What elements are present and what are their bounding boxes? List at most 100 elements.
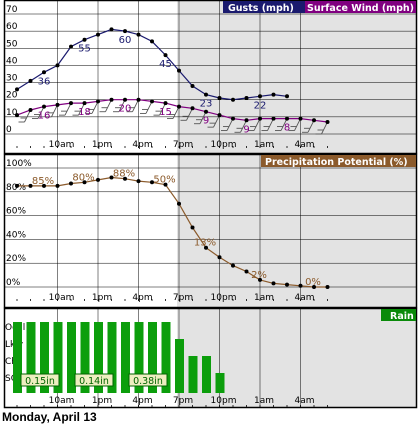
data-point bbox=[150, 180, 154, 185]
data-point bbox=[285, 94, 289, 99]
y-tick-label: 100% bbox=[6, 159, 32, 169]
wind-barb bbox=[159, 102, 166, 116]
y-tick-label: 0 bbox=[6, 125, 12, 135]
x-tick-label: 10pm bbox=[211, 140, 237, 150]
data-point bbox=[231, 263, 235, 268]
data-point bbox=[123, 176, 127, 181]
wind-barb bbox=[24, 109, 31, 123]
data-point bbox=[285, 116, 289, 121]
panel-border-1 bbox=[3, 0, 418, 155]
data-point bbox=[136, 97, 141, 102]
data-point bbox=[136, 179, 141, 184]
wind-barb bbox=[91, 101, 99, 114]
data-point bbox=[28, 78, 33, 83]
x-tick-label: 4pm bbox=[132, 140, 152, 150]
data-point bbox=[177, 201, 181, 206]
legend-rain: Rain bbox=[390, 311, 414, 322]
gust-data-label: 60 bbox=[119, 35, 132, 46]
wind-barb bbox=[78, 102, 85, 116]
wind-data-label: 16 bbox=[38, 111, 51, 122]
precip-data-label: 80% bbox=[72, 172, 94, 183]
rain-amount-label: 0.14in bbox=[79, 376, 109, 387]
wind-barb bbox=[172, 106, 180, 119]
data-point bbox=[325, 120, 330, 124]
legend-surface-wind: Surface Wind (mph) bbox=[307, 3, 414, 14]
data-point bbox=[204, 245, 208, 250]
data-point bbox=[42, 183, 46, 188]
data-point bbox=[15, 87, 19, 92]
wind-barb bbox=[64, 102, 72, 116]
rain-bar bbox=[26, 322, 36, 393]
data-point bbox=[298, 283, 303, 288]
data-point bbox=[96, 177, 100, 182]
gust-data-label: 45 bbox=[159, 59, 172, 70]
wind-barb bbox=[321, 121, 328, 135]
data-point bbox=[123, 97, 127, 102]
wind-barb bbox=[145, 101, 153, 114]
data-point bbox=[244, 118, 249, 123]
data-point bbox=[231, 116, 235, 121]
rain-bar bbox=[13, 322, 22, 393]
x-tick-label: 4am bbox=[294, 293, 314, 303]
data-point bbox=[163, 53, 168, 58]
data-point bbox=[177, 68, 181, 73]
rain-amount-label: 0.38in bbox=[133, 376, 163, 387]
rain-amount-label: 0.15in bbox=[25, 376, 55, 387]
data-point bbox=[204, 92, 208, 97]
data-point bbox=[244, 269, 249, 274]
rain-bar bbox=[121, 322, 130, 393]
data-point bbox=[258, 116, 262, 121]
precip-data-label: 0% bbox=[305, 277, 321, 288]
data-point bbox=[217, 96, 222, 100]
wind-data-label: 9 bbox=[203, 116, 209, 127]
x-tick-label: 10pm bbox=[211, 293, 237, 303]
x-tick-label: 1pm bbox=[92, 396, 112, 406]
wind-barb bbox=[294, 118, 301, 131]
legend-gusts-box bbox=[223, 1, 305, 13]
legend-rain-box bbox=[381, 309, 416, 321]
y-tick-label: 10 bbox=[6, 108, 18, 118]
data-point bbox=[217, 255, 222, 260]
precip-data-label: 88% bbox=[113, 169, 135, 180]
y-tick-label: 80% bbox=[6, 183, 26, 193]
wind-barb bbox=[132, 99, 139, 112]
y-tick-label: 40% bbox=[6, 230, 26, 240]
wind-data-label: 20 bbox=[119, 104, 132, 115]
wind-barb bbox=[307, 120, 315, 133]
wind-barb bbox=[118, 99, 126, 112]
data-point bbox=[271, 92, 276, 97]
rain-bar bbox=[215, 373, 225, 393]
data-point bbox=[69, 101, 73, 106]
y-tick-label: 70 bbox=[6, 5, 18, 15]
data-point bbox=[136, 32, 141, 37]
data-point bbox=[150, 99, 154, 104]
data-point bbox=[163, 182, 168, 187]
rain-bar bbox=[202, 356, 211, 393]
wind-barb bbox=[105, 99, 112, 112]
panel-border-3 bbox=[3, 307, 418, 409]
y-tick-label: 20 bbox=[6, 91, 18, 101]
data-point bbox=[42, 70, 46, 75]
wind-barb bbox=[199, 111, 207, 124]
surface-wind-line bbox=[16, 99, 328, 123]
wind-barb bbox=[213, 114, 220, 128]
rain-amount-box bbox=[128, 373, 168, 387]
legend-precip-box bbox=[261, 155, 416, 167]
data-point bbox=[15, 183, 19, 188]
data-point bbox=[28, 183, 33, 188]
rain-bar bbox=[161, 322, 171, 393]
wind-barb bbox=[267, 118, 274, 131]
y-tick-label: 20% bbox=[6, 254, 26, 264]
wind-barb bbox=[186, 108, 193, 121]
data-point bbox=[15, 113, 19, 118]
data-point bbox=[55, 102, 60, 107]
gust-data-label: 23 bbox=[200, 99, 213, 110]
x-tick-label: 10am bbox=[49, 293, 75, 303]
night-shading-2 bbox=[177, 155, 417, 308]
gust-data-label: 22 bbox=[254, 100, 267, 111]
y-tick-label: 40 bbox=[6, 56, 18, 66]
rain-bar bbox=[107, 322, 117, 393]
x-tick-label: 7pm bbox=[173, 293, 193, 303]
x-tick-label: 10am bbox=[49, 140, 75, 150]
x-tick-label: 1am bbox=[254, 140, 274, 150]
